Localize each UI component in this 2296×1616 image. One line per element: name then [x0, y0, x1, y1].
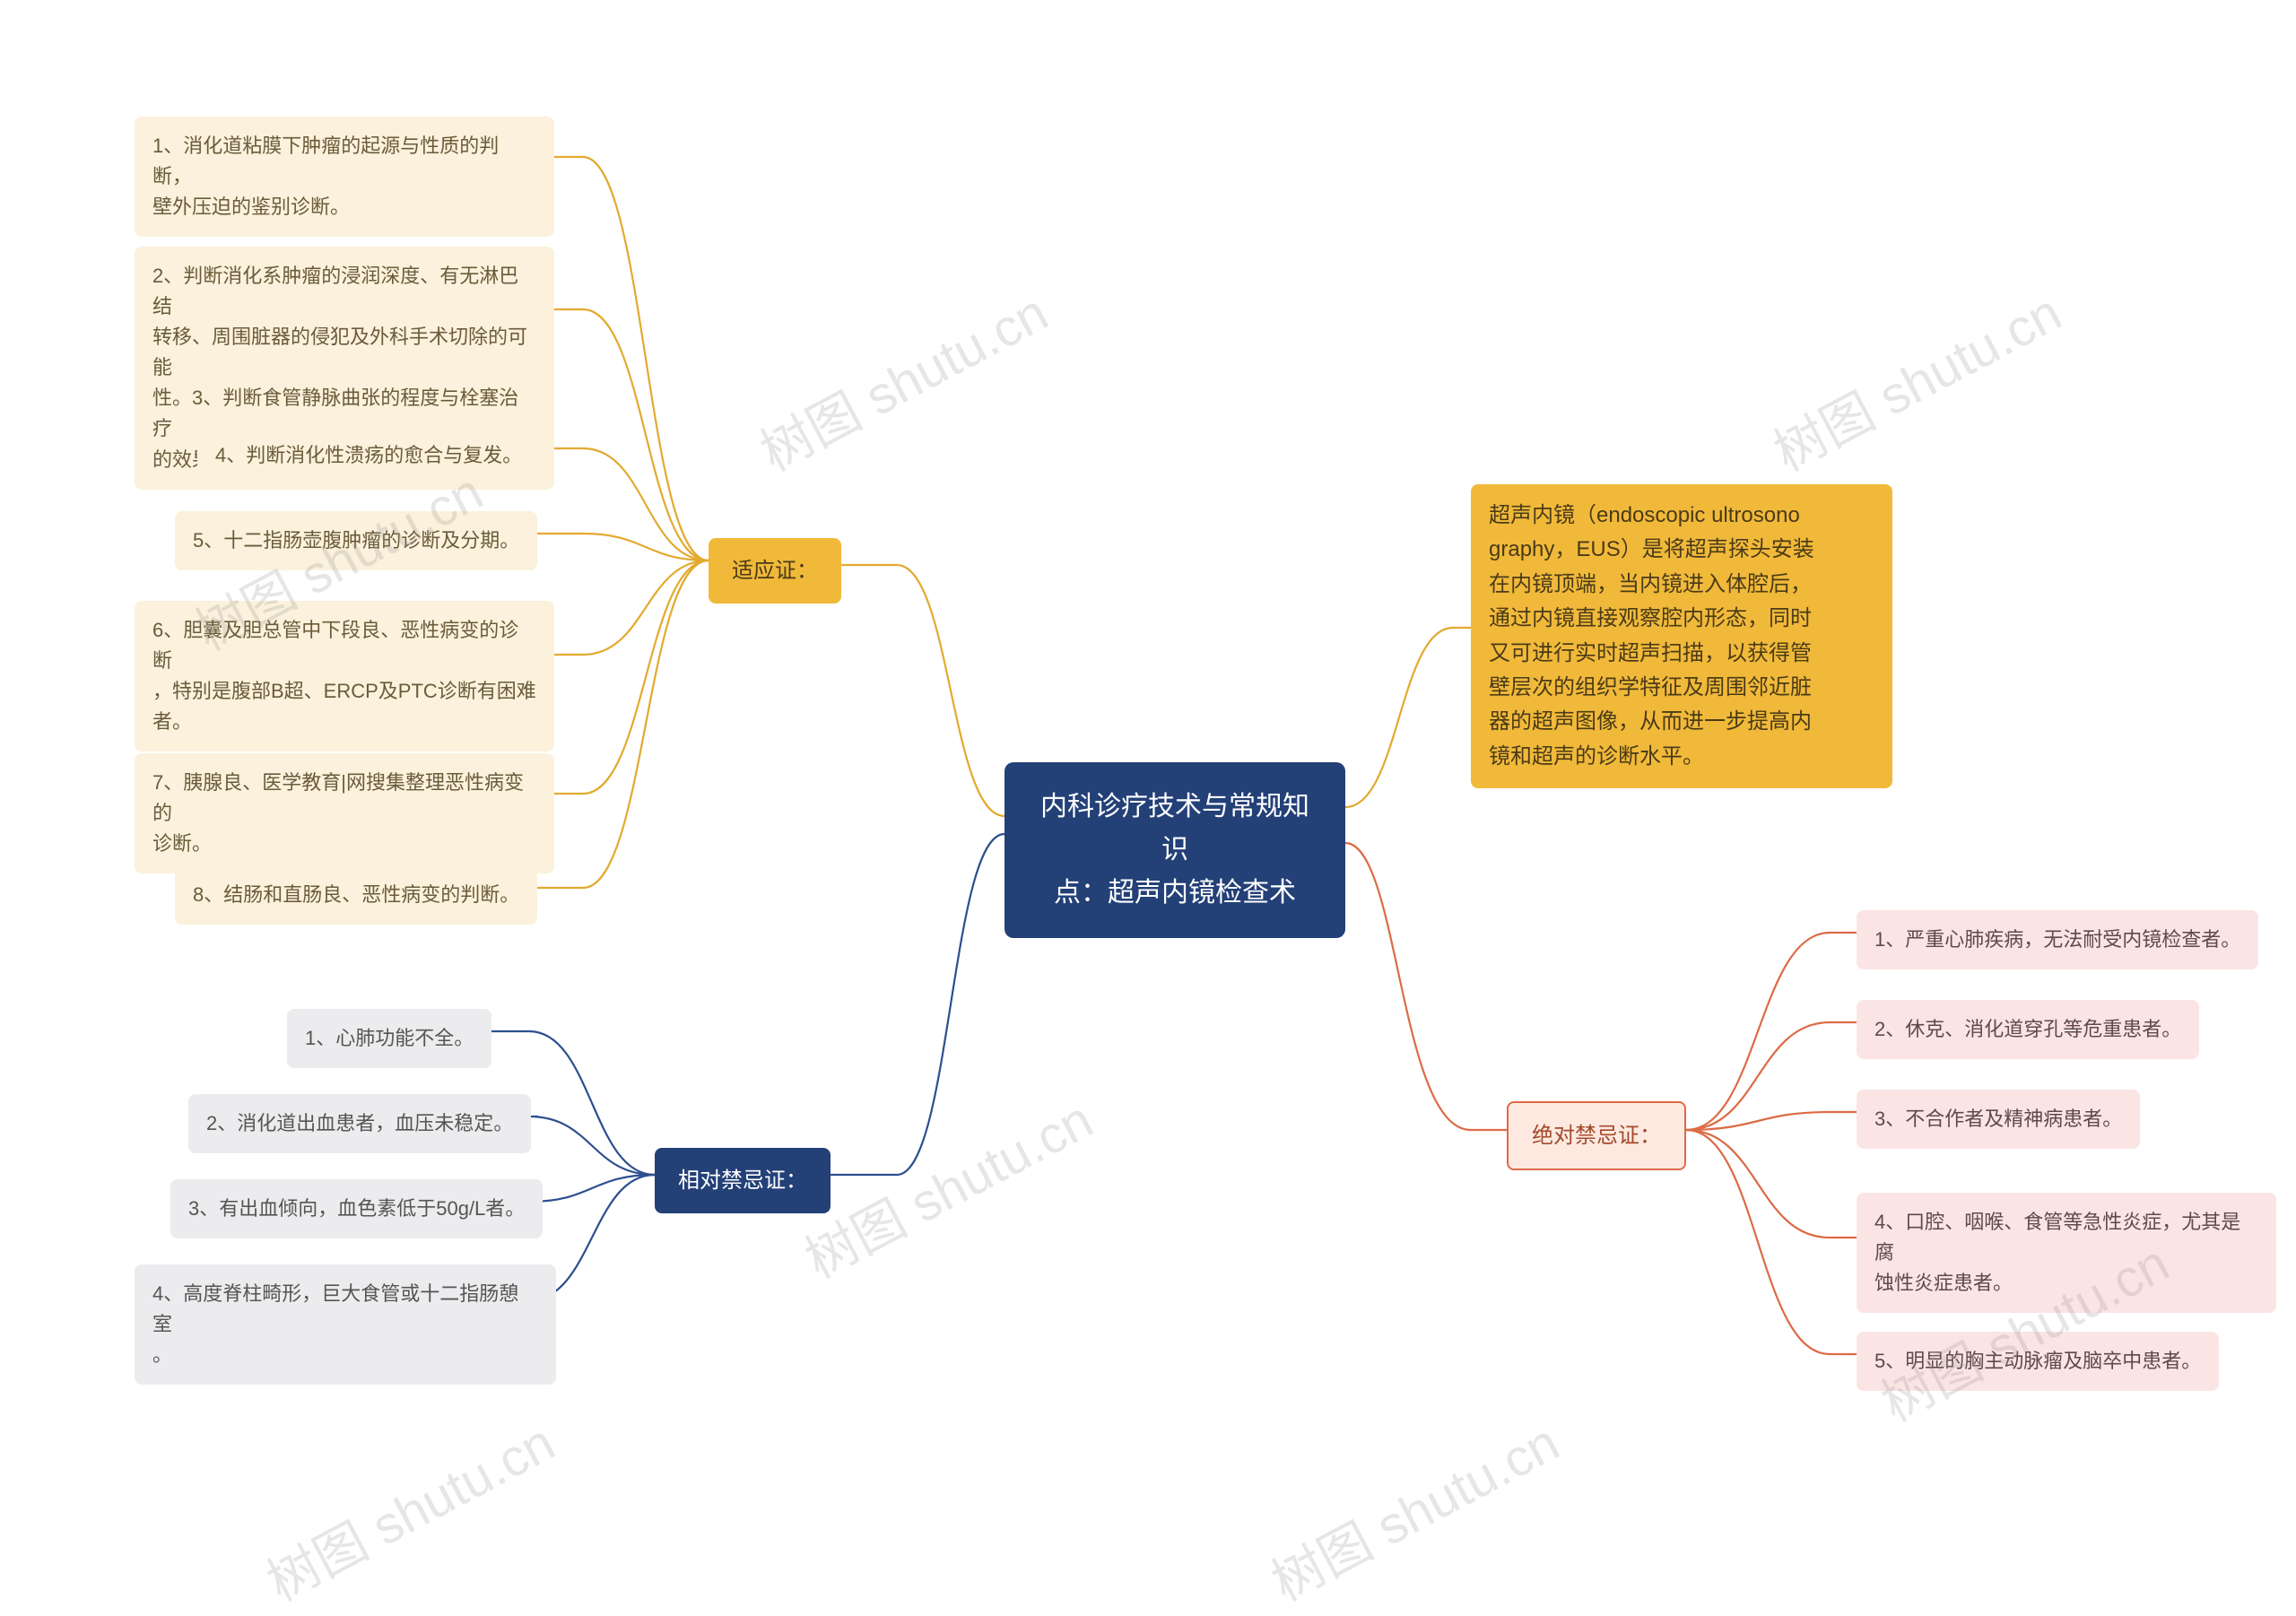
indication-item-1: 1、消化道粘膜下肿瘤的起源与性质的判断，壁外压迫的鉴别诊断。	[135, 117, 554, 237]
absolute-item-4: 4、口腔、咽喉、食管等急性炎症，尤其是腐蚀性炎症患者。	[1857, 1193, 2276, 1313]
watermark-6: 树图 shutu.cn	[1257, 1401, 1570, 1615]
indication-text-6: 7、胰腺良、医学教育|网搜集整理恶性病变的诊断。	[152, 771, 524, 855]
relative-text-4: 4、高度脊柱畸形，巨大食管或十二指肠憩室。	[152, 1282, 518, 1366]
watermark-5: 树图 shutu.cn	[252, 1401, 566, 1615]
indication-text-3: 4、判断消化性溃疡的愈合与复发。	[215, 444, 522, 466]
absolute-item-2: 2、休克、消化道穿孔等危重患者。	[1857, 1000, 2199, 1059]
indication-text-4: 5、十二指肠壶腹肿瘤的诊断及分期。	[193, 529, 519, 552]
absolute-text-4: 4、口腔、咽喉、食管等急性炎症，尤其是腐蚀性炎症患者。	[1874, 1211, 2240, 1294]
description-node: 超声内镜（endoscopic ultrosonography，EUS）是将超声…	[1471, 484, 1892, 788]
relative-item-4: 4、高度脊柱畸形，巨大食管或十二指肠憩室。	[135, 1264, 556, 1385]
center-title: 内科诊疗技术与常规知识点：超声内镜检查术	[1040, 792, 1309, 908]
relative-item-3: 3、有出血倾向，血色素低于50g/L者。	[170, 1179, 543, 1238]
indication-text-5: 6、胆囊及胆总管中下段良、恶性病变的诊断，特别是腹部B超、ERCP及PTC诊断有…	[152, 619, 536, 733]
branch-relative-label: 相对禁忌证：	[678, 1169, 807, 1193]
watermark-2: 树图 shutu.cn	[745, 271, 1059, 485]
absolute-text-2: 2、休克、消化道穿孔等危重患者。	[1874, 1018, 2181, 1040]
indication-item-4: 5、十二指肠壶腹肿瘤的诊断及分期。	[175, 511, 537, 570]
relative-text-3: 3、有出血倾向，血色素低于50g/L者。	[188, 1197, 525, 1220]
indication-text-1: 1、消化道粘膜下肿瘤的起源与性质的判断，壁外压迫的鉴别诊断。	[152, 135, 499, 218]
absolute-item-5: 5、明显的胸主动脉瘤及脑卒中患者。	[1857, 1332, 2219, 1391]
relative-item-1: 1、心肺功能不全。	[287, 1009, 491, 1068]
center-topic: 内科诊疗技术与常规知识点：超声内镜检查术	[1004, 762, 1345, 938]
description-text: 超声内镜（endoscopic ultrosonography，EUS）是将超声…	[1489, 503, 1814, 769]
branch-absolute-label: 绝对禁忌证：	[1532, 1124, 1661, 1148]
mindmap-canvas: 内科诊疗技术与常规知识点：超声内镜检查术 超声内镜（endoscopic ult…	[0, 0, 2296, 1551]
branch-absolute: 绝对禁忌证：	[1507, 1101, 1686, 1170]
indication-item-6: 7、胰腺良、医学教育|网搜集整理恶性病变的诊断。	[135, 753, 554, 873]
branch-indications: 适应证：	[709, 538, 841, 604]
absolute-text-1: 1、严重心肺疾病，无法耐受内镜检查者。	[1874, 928, 2240, 951]
branch-relative: 相对禁忌证：	[655, 1148, 831, 1213]
indication-item-5: 6、胆囊及胆总管中下段良、恶性病变的诊断，特别是腹部B超、ERCP及PTC诊断有…	[135, 601, 554, 752]
relative-item-2: 2、消化道出血患者，血压未稳定。	[188, 1094, 531, 1153]
indication-text-7: 8、结肠和直肠良、恶性病变的判断。	[193, 883, 519, 906]
relative-text-2: 2、消化道出血患者，血压未稳定。	[206, 1112, 513, 1134]
watermark-4: 树图 shutu.cn	[790, 1078, 1104, 1292]
indication-item-3: 4、判断消化性溃疡的愈合与复发。	[197, 426, 540, 485]
relative-text-1: 1、心肺功能不全。	[305, 1027, 474, 1049]
absolute-text-5: 5、明显的胸主动脉瘤及脑卒中患者。	[1874, 1350, 2201, 1372]
watermark-3: 树图 shutu.cn	[1759, 271, 2073, 485]
branch-indications-label: 适应证：	[732, 559, 818, 583]
absolute-item-1: 1、严重心肺疾病，无法耐受内镜检查者。	[1857, 910, 2258, 969]
absolute-item-3: 3、不合作者及精神病患者。	[1857, 1090, 2140, 1149]
indication-item-7: 8、结肠和直肠良、恶性病变的判断。	[175, 865, 537, 925]
absolute-text-3: 3、不合作者及精神病患者。	[1874, 1108, 2122, 1130]
